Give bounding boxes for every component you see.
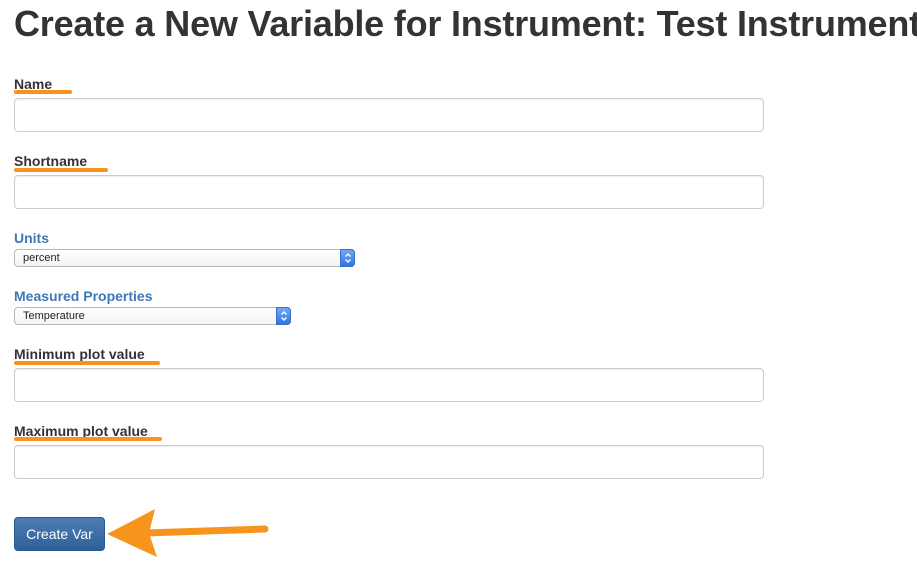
units-select[interactable]: percent: [14, 249, 355, 267]
create-var-button[interactable]: Create Var: [14, 517, 105, 551]
shortname-label: Shortname: [14, 153, 88, 169]
units-selected-value: percent: [23, 252, 60, 264]
name-label: Name: [14, 76, 53, 92]
measured-properties-selected-value: Temperature: [23, 310, 85, 322]
select-up-down-icon: [340, 249, 355, 267]
units-label: Units: [14, 230, 49, 246]
measured-properties-label: Measured Properties: [14, 288, 153, 304]
minimum-plot-value-label-highlight: [14, 361, 160, 365]
maximum-plot-value-label: Maximum plot value: [14, 423, 148, 439]
minimum-plot-value-input[interactable]: [14, 368, 764, 402]
select-up-down-icon: [276, 307, 291, 325]
minimum-plot-value-label: Minimum plot value: [14, 346, 145, 362]
measured-properties-select[interactable]: Temperature: [14, 307, 291, 325]
name-input[interactable]: [14, 98, 764, 132]
shortname-input[interactable]: [14, 175, 764, 209]
name-label-highlight: [14, 90, 72, 94]
left-arrow-icon: [107, 509, 269, 557]
maximum-plot-value-input[interactable]: [14, 445, 764, 479]
shortname-label-highlight: [14, 168, 108, 172]
maximum-plot-value-label-highlight: [14, 437, 162, 441]
page-title: Create a New Variable for Instrument: Te…: [14, 3, 917, 44]
